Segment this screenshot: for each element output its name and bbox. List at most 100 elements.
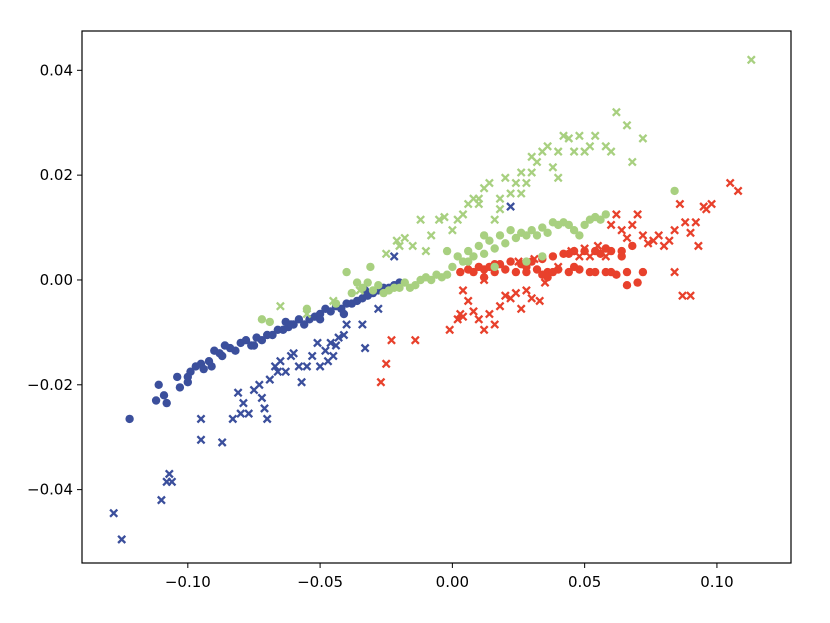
data-point xyxy=(569,262,579,272)
data-point xyxy=(445,325,455,335)
data-point xyxy=(490,244,499,253)
data-point xyxy=(275,356,285,366)
data-point xyxy=(464,257,473,266)
data-point xyxy=(593,241,603,251)
data-point xyxy=(469,306,478,316)
data-point xyxy=(357,320,367,329)
data-point xyxy=(326,338,336,348)
data-point xyxy=(228,414,238,424)
data-point xyxy=(447,225,457,235)
data-points xyxy=(109,55,756,544)
data-point xyxy=(500,173,510,183)
data-point xyxy=(117,534,127,544)
data-point xyxy=(294,361,304,371)
data-point xyxy=(281,367,291,377)
data-point xyxy=(307,351,317,361)
data-point xyxy=(680,217,690,227)
data-point xyxy=(159,391,169,400)
data-point xyxy=(342,267,351,277)
data-point xyxy=(238,398,248,408)
data-point xyxy=(373,304,383,314)
series-1-x xyxy=(109,202,516,544)
data-point xyxy=(580,220,589,230)
data-point xyxy=(606,220,616,230)
data-point xyxy=(596,215,605,224)
data-point xyxy=(585,141,595,151)
data-point xyxy=(162,398,171,408)
data-point xyxy=(479,325,489,335)
data-point xyxy=(559,131,568,141)
data-point xyxy=(538,270,547,279)
data-point xyxy=(427,275,436,285)
data-point xyxy=(395,241,404,251)
data-point xyxy=(532,231,542,240)
data-point xyxy=(670,225,680,235)
data-point xyxy=(495,204,505,214)
data-point xyxy=(596,249,605,258)
data-point xyxy=(289,348,299,358)
data-point xyxy=(553,147,563,157)
data-point xyxy=(617,246,626,256)
data-point xyxy=(262,414,272,424)
data-point xyxy=(257,315,267,324)
data-point xyxy=(580,244,590,253)
data-point xyxy=(458,209,468,219)
data-point xyxy=(400,233,410,243)
data-point xyxy=(434,215,444,225)
data-point xyxy=(490,320,500,329)
data-point xyxy=(374,281,383,290)
data-point xyxy=(627,157,637,167)
data-point xyxy=(456,267,465,277)
data-point xyxy=(654,230,664,240)
data-point xyxy=(244,409,254,419)
data-point xyxy=(395,283,404,292)
data-point xyxy=(376,377,386,387)
data-point xyxy=(183,372,192,382)
data-point xyxy=(156,495,166,505)
data-point xyxy=(622,233,632,243)
data-point xyxy=(538,223,547,232)
data-point xyxy=(527,168,537,177)
data-point xyxy=(196,414,206,424)
data-point xyxy=(265,375,275,385)
data-point xyxy=(320,346,330,356)
data-point xyxy=(590,131,600,141)
data-point xyxy=(585,251,595,261)
data-point xyxy=(527,226,536,235)
data-point xyxy=(535,296,545,306)
data-point xyxy=(670,267,680,277)
data-point xyxy=(196,435,206,445)
data-point xyxy=(474,314,484,324)
data-point xyxy=(611,209,621,219)
data-point xyxy=(490,262,499,272)
data-point xyxy=(622,267,632,277)
data-point xyxy=(175,383,185,392)
data-point xyxy=(151,396,161,405)
data-point xyxy=(302,309,312,319)
data-point xyxy=(664,236,674,246)
data-point xyxy=(254,380,264,390)
y-tick-label: 0.02 xyxy=(40,166,73,184)
data-point xyxy=(606,147,616,157)
data-point xyxy=(495,231,505,240)
data-point xyxy=(257,393,267,403)
series-3-x xyxy=(376,178,743,387)
data-point xyxy=(313,338,322,348)
data-point xyxy=(464,246,473,256)
data-point xyxy=(315,361,325,371)
x-tick-label: 0.10 xyxy=(700,573,733,591)
data-point xyxy=(506,189,516,198)
data-point xyxy=(733,186,743,196)
data-point xyxy=(411,281,420,290)
data-point xyxy=(164,469,174,479)
data-point xyxy=(300,320,309,329)
data-point xyxy=(707,199,717,209)
data-point xyxy=(342,320,352,329)
data-point xyxy=(670,186,679,196)
data-point xyxy=(453,314,463,324)
data-point xyxy=(218,351,227,361)
data-point xyxy=(410,335,420,345)
data-point xyxy=(368,286,378,295)
data-point xyxy=(574,251,584,261)
